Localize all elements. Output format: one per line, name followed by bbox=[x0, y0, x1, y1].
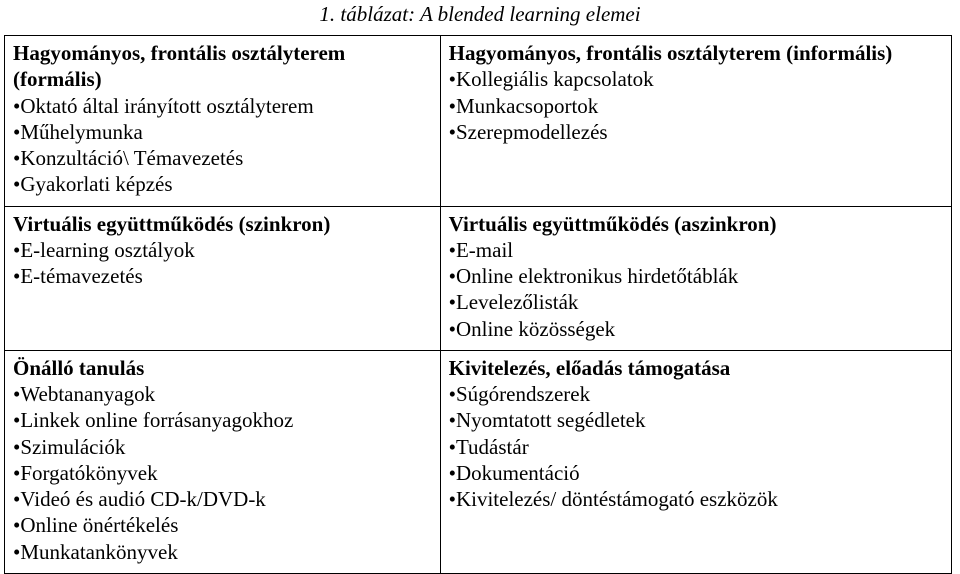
cell-title: Hagyományos, frontális osztályterem (inf… bbox=[449, 40, 943, 66]
list-item: Oktató által irányított osztályterem bbox=[13, 93, 432, 119]
list-item: Munkacsoportok bbox=[449, 93, 943, 119]
list-item: Webtananyagok bbox=[13, 381, 432, 407]
table-caption: 1. táblázat: A blended learning elemei bbox=[0, 0, 960, 35]
list-item: Munkatankönyvek bbox=[13, 539, 432, 565]
cell-title: Önálló tanulás bbox=[13, 355, 432, 381]
list-item: Levelezőlisták bbox=[449, 289, 943, 315]
cell-items: WebtananyagokLinkek online forrásanyagok… bbox=[13, 381, 432, 565]
cell-title: Hagyományos, frontális osztályterem(form… bbox=[13, 40, 432, 93]
cell-title: Virtuális együttműködés (aszinkron) bbox=[449, 211, 943, 237]
list-item: Tudástár bbox=[449, 434, 943, 460]
cell-items: Oktató által irányított osztályteremMűhe… bbox=[13, 93, 432, 198]
cell-title: Kivitelezés, előadás támogatása bbox=[449, 355, 943, 381]
list-item: Forgatókönyvek bbox=[13, 460, 432, 486]
blended-learning-table: Hagyományos, frontális osztályterem(form… bbox=[4, 35, 952, 574]
cell-r2c1: Virtuális együttműködés (szinkron)E-lear… bbox=[5, 206, 441, 350]
list-item: Szerepmodellezés bbox=[449, 119, 943, 145]
cell-r1c1: Hagyományos, frontális osztályterem(form… bbox=[5, 36, 441, 207]
list-item: Műhelymunka bbox=[13, 119, 432, 145]
list-item: Súgórendszerek bbox=[449, 381, 943, 407]
cell-items: E-learning osztályokE-témavezetés bbox=[13, 237, 432, 290]
cell-r3c2: Kivitelezés, előadás támogatásaSúgórends… bbox=[440, 350, 951, 573]
list-item: E-learning osztályok bbox=[13, 237, 432, 263]
list-item: Online közösségek bbox=[449, 316, 943, 342]
list-item: Gyakorlati képzés bbox=[13, 171, 432, 197]
list-item: Szimulációk bbox=[13, 434, 432, 460]
list-item: Online önértékelés bbox=[13, 512, 432, 538]
cell-r3c1: Önálló tanulásWebtananyagokLinkek online… bbox=[5, 350, 441, 573]
cell-r2c2: Virtuális együttműködés (aszinkron)E-mai… bbox=[440, 206, 951, 350]
list-item: Konzultáció\ Témavezetés bbox=[13, 145, 432, 171]
list-item: E-témavezetés bbox=[13, 263, 432, 289]
list-item: Videó és audió CD-k/DVD-k bbox=[13, 486, 432, 512]
cell-r1c2: Hagyományos, frontális osztályterem (inf… bbox=[440, 36, 951, 207]
cell-items: Kollegiális kapcsolatokMunkacsoportokSze… bbox=[449, 66, 943, 145]
list-item: Nyomtatott segédletek bbox=[449, 407, 943, 433]
cell-items: E-mailOnline elektronikus hirdetőtáblákL… bbox=[449, 237, 943, 342]
list-item: Kivitelezés/ döntéstámogató eszközök bbox=[449, 486, 943, 512]
cell-items: SúgórendszerekNyomtatott segédletekTudás… bbox=[449, 381, 943, 512]
list-item: Online elektronikus hirdetőtáblák bbox=[449, 263, 943, 289]
cell-title: Virtuális együttműködés (szinkron) bbox=[13, 211, 432, 237]
list-item: E-mail bbox=[449, 237, 943, 263]
list-item: Kollegiális kapcsolatok bbox=[449, 66, 943, 92]
list-item: Linkek online forrásanyagokhoz bbox=[13, 407, 432, 433]
list-item: Dokumentáció bbox=[449, 460, 943, 486]
